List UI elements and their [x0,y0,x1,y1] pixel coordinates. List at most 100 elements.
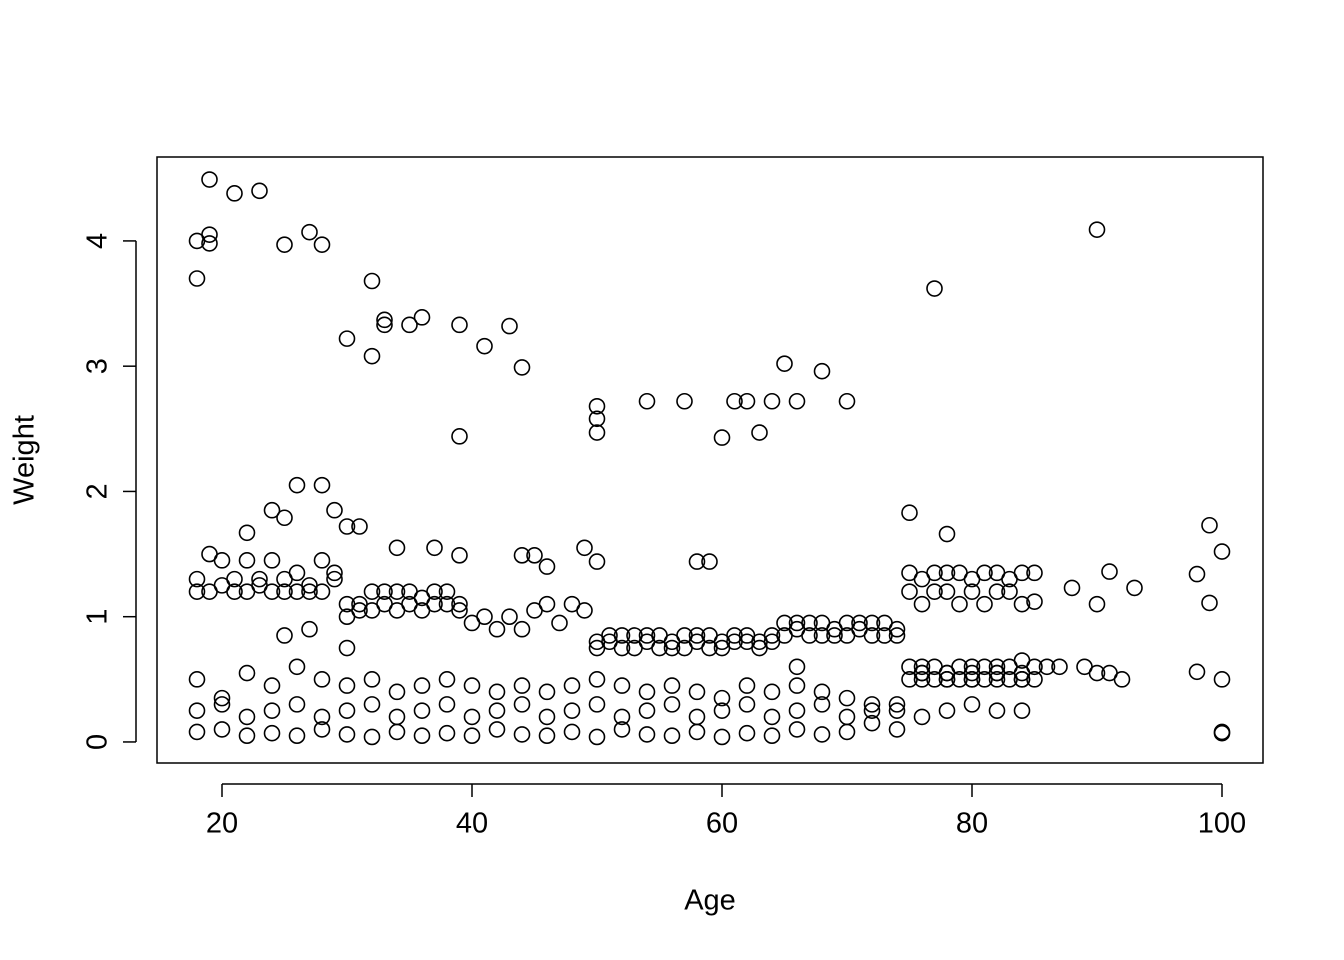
point [688,708,706,726]
point [676,639,693,657]
point [713,429,731,446]
point [538,558,556,575]
point [213,696,231,713]
point [1113,671,1131,688]
point [276,236,293,253]
point [538,708,556,726]
point [563,677,581,694]
point [813,696,831,713]
point [451,595,468,613]
point [838,689,856,707]
point [763,727,781,744]
point [388,539,406,557]
point [713,728,731,746]
point [313,708,331,726]
y-axis-label: Weight [9,415,41,505]
point [988,702,1006,719]
point [901,583,918,600]
y-tick-label: 3 [82,358,114,374]
point [951,595,968,613]
point [776,627,793,644]
point [426,539,443,557]
point [713,689,731,707]
point [513,359,531,376]
point [426,595,443,613]
point [538,727,556,744]
point [713,702,731,719]
point [388,708,406,726]
point [188,723,206,741]
point [513,547,531,564]
point [938,583,956,600]
point [313,671,331,688]
point [188,671,206,688]
point [438,724,456,742]
point [913,658,931,676]
point [288,696,306,713]
point [438,583,456,600]
point [863,614,881,632]
point [313,721,331,738]
point [513,726,531,743]
point [1013,595,1031,613]
point [226,583,243,600]
point [376,316,393,334]
point [863,714,881,732]
plot-frame [156,156,1264,764]
point [888,696,906,713]
point [776,355,793,372]
point [538,595,556,613]
point [563,702,581,719]
point [363,347,381,365]
point [751,633,768,651]
x-tick-label: 80 [956,808,988,840]
point [388,723,406,741]
point [301,583,318,600]
point [663,677,681,694]
point [588,696,606,713]
point [363,272,381,290]
point [813,362,831,380]
point [863,696,881,713]
point [588,397,606,415]
point [338,330,356,347]
point [763,708,781,726]
point [326,570,343,588]
point [1013,671,1031,688]
point [463,708,481,726]
point [201,235,218,252]
point [688,683,706,701]
x-tick-label: 100 [1198,808,1246,840]
point [938,564,956,582]
point [1088,664,1106,682]
point [276,509,293,527]
point [913,664,931,682]
point [788,658,806,676]
point [1213,723,1231,741]
point [276,583,293,600]
point [1213,724,1231,742]
point [226,185,243,202]
point [513,677,531,694]
point [626,639,643,657]
point [188,270,206,287]
point [1188,565,1206,583]
point [288,564,306,582]
point [488,683,506,701]
point [338,702,356,719]
point [451,602,468,619]
point [663,696,681,713]
point [588,410,606,428]
point [613,677,631,694]
point [963,583,981,600]
point [1051,658,1068,676]
point [363,728,381,746]
point [738,724,756,742]
point [863,627,881,644]
point [201,171,218,188]
point [876,614,893,632]
point [763,683,781,701]
point [663,639,681,657]
point [976,564,993,582]
point [363,583,381,600]
